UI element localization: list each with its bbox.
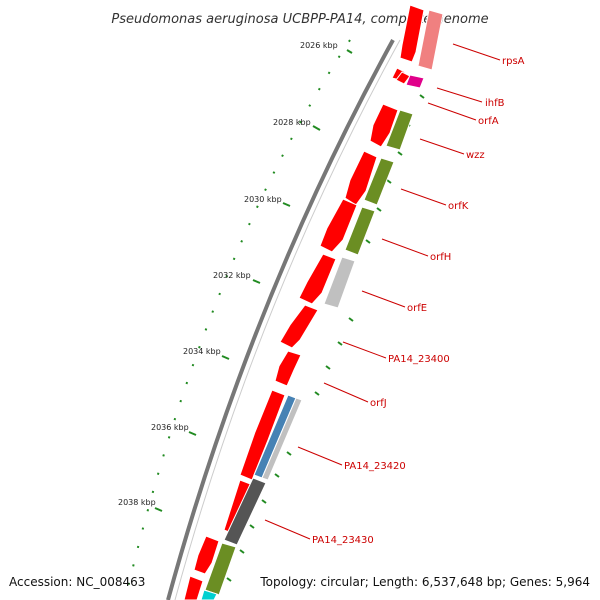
gene-label: orfA	[478, 116, 499, 127]
gene-orfK	[363, 157, 395, 206]
gene-orfE	[323, 256, 356, 309]
scale-label: 2038 kbp	[118, 498, 156, 507]
gene-label: PA14_23400	[388, 354, 450, 365]
tick-2026	[346, 49, 353, 54]
gene-labels: rpsA ihfB orfA wzz orfK orfH orfE PA14_2…	[312, 56, 525, 546]
tick-2038	[154, 507, 163, 512]
map-title: Pseudomonas aeruginosa UCBPP-PA14, compl…	[111, 12, 488, 27]
gene-label: PA14_23430	[312, 535, 374, 546]
gene-label: PA14_23420	[344, 461, 406, 472]
gene-label: orfK	[448, 201, 469, 212]
scale-ticks	[154, 49, 353, 512]
gene-label: ihfB	[485, 98, 505, 109]
feature-track	[200, 9, 444, 600]
backbone-inner-line	[174, 39, 401, 600]
gene-label: rpsA	[502, 56, 525, 67]
gene-PA14_23430	[223, 477, 267, 546]
gene-PA14_23420-b	[261, 397, 303, 481]
gene-rpsA	[417, 9, 444, 71]
topology-text: Topology: circular; Length: 6,537,648 bp…	[259, 575, 590, 589]
tick-2030	[282, 202, 291, 207]
scale-label: 2032 kbp	[213, 271, 251, 280]
gene-arrow	[279, 304, 319, 349]
gene-arrow	[193, 535, 220, 575]
gene-cyan-bottom	[200, 589, 218, 600]
gene-arrow	[183, 575, 204, 600]
scale-label: 2036 kbp	[151, 423, 189, 432]
tick-2034	[221, 355, 230, 360]
genome-backbone	[166, 39, 395, 600]
forward-gene-track	[183, 4, 425, 600]
gene-label: orfJ	[370, 398, 387, 409]
scale-label: 2034 kbp	[183, 347, 221, 356]
gene-label: orfH	[430, 252, 451, 263]
scale-label: 2026 kbp	[300, 41, 338, 50]
gene-orfH	[344, 206, 376, 256]
gene-arrow	[298, 253, 337, 305]
gene-label: wzz	[466, 150, 485, 161]
gene-arrow	[399, 4, 425, 63]
scale-label: 2028 kbp	[273, 118, 311, 127]
gene-olive-bottom	[204, 542, 237, 596]
gene-arrow	[369, 103, 399, 148]
accession-text: Accession: NC_008463	[9, 575, 145, 589]
gene-arrow	[274, 350, 302, 387]
tick-2028	[312, 125, 321, 131]
gene-wzz	[385, 109, 414, 151]
gene-label: orfE	[407, 303, 427, 314]
scale-labels: 2026 kbp 2028 kbp 2030 kbp 2032 kbp 2034…	[118, 41, 338, 507]
scale-label: 2030 kbp	[244, 195, 282, 204]
gene-arrow	[319, 198, 358, 253]
tick-2036	[188, 431, 197, 436]
label-leader-lines	[264, 43, 501, 540]
gene-arrow	[395, 71, 411, 85]
tick-2032	[252, 279, 261, 284]
gene-ihfB	[405, 74, 425, 89]
